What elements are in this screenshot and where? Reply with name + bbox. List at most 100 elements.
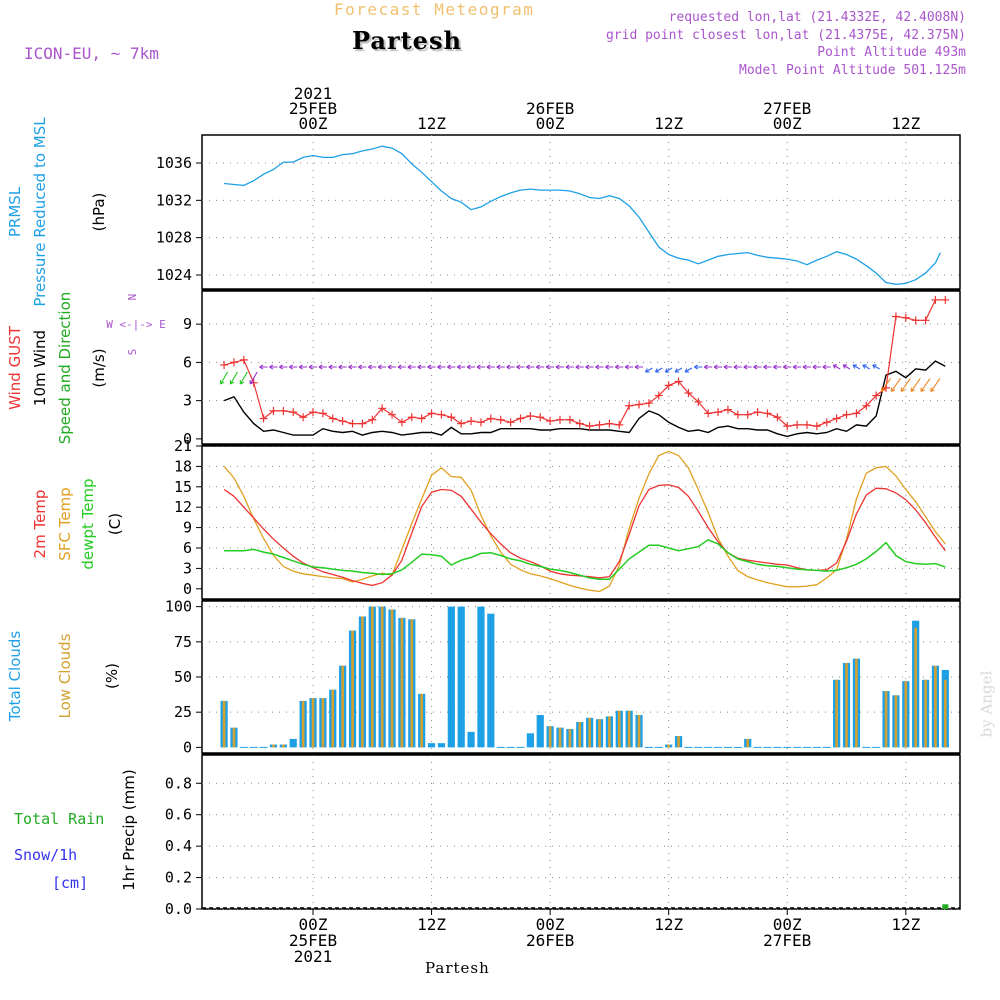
- gust-marker: [723, 405, 732, 414]
- time-label-top: 12Z: [417, 114, 446, 133]
- wind-arrow: [713, 364, 723, 370]
- panel-label: Pressure Reduced to MSL: [31, 117, 49, 307]
- series-prmsl-line: [224, 145, 941, 285]
- wind-arrow: [249, 371, 258, 385]
- low-cloud-bar: [677, 736, 680, 748]
- wind-arrow: [872, 364, 880, 370]
- wind-arrow: [753, 364, 762, 370]
- gust-marker: [694, 397, 703, 406]
- wind-arrow: [792, 364, 802, 370]
- gust-marker: [279, 406, 288, 415]
- low-cloud-bar: [855, 658, 858, 748]
- y-tick-label: 0: [183, 580, 192, 598]
- panel-wind: 0 3 6 9: [183, 290, 961, 448]
- wind-arrow: [852, 364, 861, 370]
- total-cloud-bar: [457, 606, 465, 748]
- y-tick-label: 6: [183, 539, 192, 557]
- wind-arrow: [239, 371, 248, 385]
- y-tick-label: 1036: [156, 154, 192, 172]
- y-tick-label: 50: [174, 668, 192, 686]
- info-line: Model Point Altitude 501.125m: [739, 62, 966, 78]
- gust-marker: [476, 418, 485, 427]
- low-cloud-bar: [835, 679, 838, 748]
- total-cloud-bar: [536, 715, 544, 748]
- footer-location: Partesh: [425, 959, 490, 977]
- low-cloud-bar: [617, 710, 621, 748]
- gust-marker: [941, 295, 950, 304]
- wind-arrow: [526, 364, 535, 370]
- time-label-top: 00Z: [536, 114, 565, 133]
- gust-marker: [328, 414, 337, 423]
- unit-label: (hPa): [90, 193, 108, 232]
- gust-marker: [229, 358, 238, 367]
- wind-arrow: [930, 378, 941, 393]
- low-cloud-bar: [894, 695, 898, 748]
- wind-arrow: [624, 364, 634, 370]
- low-cloud-bar: [410, 619, 414, 748]
- gust-marker: [674, 377, 683, 386]
- low-cloud-bar: [390, 609, 394, 748]
- gust-marker: [595, 420, 604, 429]
- gust-marker: [427, 409, 436, 418]
- y-tick-label: 12: [174, 498, 192, 516]
- y-tick-label: 1028: [156, 229, 192, 247]
- gust-marker: [615, 420, 624, 429]
- cloud-bars: [220, 606, 949, 909]
- gust-marker: [714, 408, 723, 417]
- total-cloud-bar: [477, 606, 485, 748]
- gust-marker: [901, 313, 910, 322]
- gust-marker: [447, 413, 456, 422]
- wind-arrow: [595, 364, 604, 370]
- time-label-top: 12Z: [891, 114, 920, 133]
- wind-arrow: [644, 367, 653, 373]
- wind-arrow: [348, 364, 357, 370]
- wind-arrow: [387, 364, 397, 370]
- time-label-top: 27FEB: [763, 99, 811, 118]
- info-line: requested lon,lat (21.4332E, 42.4008N): [668, 10, 966, 25]
- gust-marker: [378, 404, 387, 413]
- panel-frame: [201, 134, 961, 290]
- y-tick-label: 0: [183, 738, 192, 756]
- wind-arrow: [733, 364, 742, 370]
- gust-marker: [842, 410, 851, 419]
- compass-label: N: [126, 294, 139, 301]
- low-cloud-bar: [361, 616, 364, 748]
- wind-arrow: [890, 378, 901, 393]
- gust-marker: [585, 422, 594, 431]
- low-cloud-bar: [370, 606, 374, 748]
- wind-arrow: [694, 364, 703, 370]
- low-cloud-bar: [222, 700, 226, 748]
- low-cloud-bar: [548, 726, 552, 748]
- wind-arrow: [496, 364, 505, 370]
- panel-label: Total Rain: [14, 810, 104, 828]
- gust-marker: [486, 414, 495, 423]
- y-tick-label: 0.4: [165, 837, 192, 855]
- wind-arrow: [842, 364, 851, 370]
- y-tick-label: 0.8: [165, 774, 192, 792]
- wind-arrow: [920, 378, 931, 393]
- panel-label: 10m Wind: [31, 330, 49, 406]
- low-cloud-bar: [351, 630, 354, 748]
- wind-arrow: [723, 364, 732, 370]
- gust-marker: [852, 409, 861, 418]
- series-10m-wind-line: [223, 360, 946, 438]
- time-label-bottom: 00Z: [299, 915, 328, 934]
- wind-arrow: [862, 364, 871, 370]
- compass-label: W <-|-> E: [106, 318, 166, 331]
- wind-arrow: [585, 364, 594, 370]
- info-line: grid point closest lon,lat (21.4375E, 42…: [605, 27, 966, 43]
- low-cloud-bar: [282, 744, 285, 748]
- gust-marker: [822, 418, 831, 427]
- y-tick-label: 21: [174, 437, 192, 455]
- wind-arrow: [466, 364, 476, 370]
- wind-arrow: [545, 364, 555, 370]
- time-label-top: 2021: [294, 84, 333, 103]
- wind-arrow: [308, 364, 317, 370]
- series-wind-gust-line: [223, 299, 946, 427]
- panel-label: [cm]: [52, 874, 88, 892]
- series-dewpt-temp: [224, 538, 946, 581]
- wind-arrow: [318, 364, 327, 370]
- y-tick-label: 75: [174, 633, 192, 651]
- low-cloud-bar: [914, 627, 917, 748]
- gust-marker: [388, 410, 397, 419]
